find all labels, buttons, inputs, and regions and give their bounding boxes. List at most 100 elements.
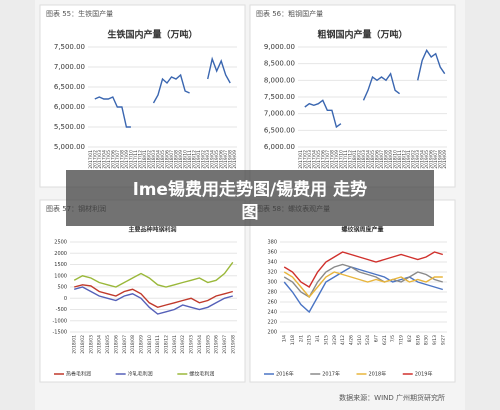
y-tick-label: 300 — [267, 280, 277, 286]
x-tick-label: 1/4 — [282, 335, 288, 342]
x-tick-label: 2017/07 — [115, 150, 121, 169]
x-tick-label: 2017/02 — [302, 150, 308, 169]
x-tick-label: 2018/03 — [88, 335, 94, 354]
x-tick-label: 2017/06 — [110, 150, 116, 169]
y-tick-label: 320 — [267, 270, 277, 276]
x-tick-label: 3/1 — [315, 335, 321, 342]
x-tick-label: 2018/08 — [174, 150, 180, 169]
y-tick-label: 280 — [267, 290, 277, 296]
y-tick-label: 5,000.00 — [54, 143, 85, 151]
y-tick-label: 6,500.00 — [264, 126, 295, 134]
x-tick-label: 2017/01 — [298, 150, 304, 169]
x-tick-label: 2018/02 — [356, 150, 362, 169]
x-tick-label: 2019/01 — [172, 335, 178, 354]
chart-title: 生铁国内产量（万吨） — [107, 29, 197, 41]
x-tick-label: 2018/09 — [138, 335, 144, 354]
x-tick-label: 2017/04 — [311, 150, 317, 169]
x-tick-label: 6/21 — [382, 335, 388, 345]
line — [304, 48, 446, 129]
x-tick-label: 2017/12 — [137, 150, 143, 169]
panel — [39, 4, 246, 188]
x-tick-label: 2017/10 — [128, 150, 134, 169]
x-tick-label: 2019/04 — [210, 150, 216, 169]
y-tick-label: 2000 — [54, 251, 67, 257]
x-tick-label: 2018/09 — [178, 150, 184, 169]
x-tick-label: 2018/07 — [122, 335, 128, 354]
x-tick-label: 2019/07 — [222, 335, 228, 354]
x-tick-label: 2018/06 — [113, 335, 119, 354]
y-tick-label: 200 — [267, 330, 277, 336]
x-tick-label: 2019/03 — [205, 150, 211, 169]
x-tick-label: 2019/05 — [205, 335, 211, 354]
x-tick-label: 2018/01 — [142, 150, 148, 169]
x-tick-label: 2018/10 — [183, 150, 189, 169]
y-tick-label: 380 — [267, 240, 277, 246]
legend-label: 2016年 — [276, 371, 294, 378]
x-tick-label: 2018/10 — [393, 150, 399, 169]
x-tick-label: 2017/06 — [320, 150, 326, 169]
chart-title: 螺纹钢周度产量 — [341, 226, 383, 234]
x-tick-label: 8/16 — [415, 335, 421, 345]
x-tick-label: 2017/04 — [101, 150, 107, 169]
legend-label: 热卷毛利润 — [66, 371, 91, 378]
x-tick-label: 2019/05 — [214, 150, 220, 169]
x-tick-label: 2018/11 — [187, 150, 193, 169]
y-tick-label: 0 — [64, 296, 67, 302]
x-tick-label: 2017/01 — [88, 150, 94, 169]
x-tick-label: 2018/04 — [97, 335, 103, 354]
x-tick-label: 8/2 — [407, 335, 413, 342]
y-tick-label: 500 — [57, 285, 67, 291]
x-tick-label: 2018/09 — [388, 150, 394, 169]
x-tick-label: 2019/06 — [219, 150, 225, 169]
x-tick-label: 6/7 — [374, 335, 380, 342]
x-tick-label: 2018/01 — [72, 335, 78, 354]
x-tick-label: 2017/10 — [338, 150, 344, 169]
x-tick-label: 2018/05 — [370, 150, 376, 169]
chart-title: 粗钢国内产量（万吨） — [317, 29, 407, 41]
legend-label: 冷轧毛利润 — [128, 371, 153, 378]
x-tick-label: 2017/02 — [92, 150, 98, 169]
y-tick-label: 6,500.00 — [54, 83, 85, 91]
chart-title: 主要品种吨钢利润 — [128, 226, 176, 234]
x-tick-label: 7/5 — [390, 335, 396, 342]
x-tick-label: 2018/07 — [379, 150, 385, 169]
legend-label: 螺纹毛利润 — [189, 371, 214, 378]
x-tick-label: 2019/05 — [424, 150, 430, 169]
x-tick-label: 2019/02 — [180, 335, 186, 354]
legend-label: 2017年 — [322, 371, 340, 378]
x-tick-label: 7/19 — [399, 335, 405, 345]
caption-band — [66, 170, 434, 226]
x-tick-label: 2018/03 — [151, 150, 157, 169]
x-tick-label: 2018/08 — [130, 335, 136, 354]
x-tick-label: 2019/09 — [442, 150, 448, 169]
x-tick-label: 2018/06 — [165, 150, 171, 169]
y-tick-label: -1000 — [52, 318, 67, 324]
x-tick-label: 2019/04 — [420, 150, 426, 169]
x-tick-label: 8/30 — [424, 335, 430, 345]
y-tick-label: 8,500.00 — [264, 60, 295, 68]
x-tick-label: 2018/12 — [192, 150, 198, 169]
x-tick-label: 2018/12 — [164, 335, 170, 354]
x-tick-label: 2019/03 — [415, 150, 421, 169]
y-tick-label: 8,000.00 — [264, 76, 295, 84]
x-tick-label: 2019/03 — [189, 335, 195, 354]
y-tick-label: 1500 — [54, 262, 67, 268]
x-tick-label: 2019/08 — [228, 150, 234, 169]
panel-label: 图表 56：粗钢国产量 — [256, 9, 323, 18]
legend-label: 2018年 — [369, 371, 387, 378]
x-tick-label: 2017/11 — [343, 150, 349, 169]
x-tick-label: 2017/11 — [133, 150, 139, 169]
x-tick-label: 2019/06 — [214, 335, 220, 354]
y-tick-label: 7,000.00 — [54, 63, 85, 71]
panel — [249, 199, 456, 383]
x-tick-label: 2018/08 — [384, 150, 390, 169]
x-tick-label: 2017/07 — [325, 150, 331, 169]
y-tick-label: 260 — [267, 300, 277, 306]
y-tick-label: 6,000.00 — [264, 143, 295, 151]
panel-label: 图表 55：生铁国产量 — [46, 9, 113, 18]
x-tick-label: 3/29 — [332, 335, 338, 345]
x-tick-label: 2018/12 — [402, 150, 408, 169]
